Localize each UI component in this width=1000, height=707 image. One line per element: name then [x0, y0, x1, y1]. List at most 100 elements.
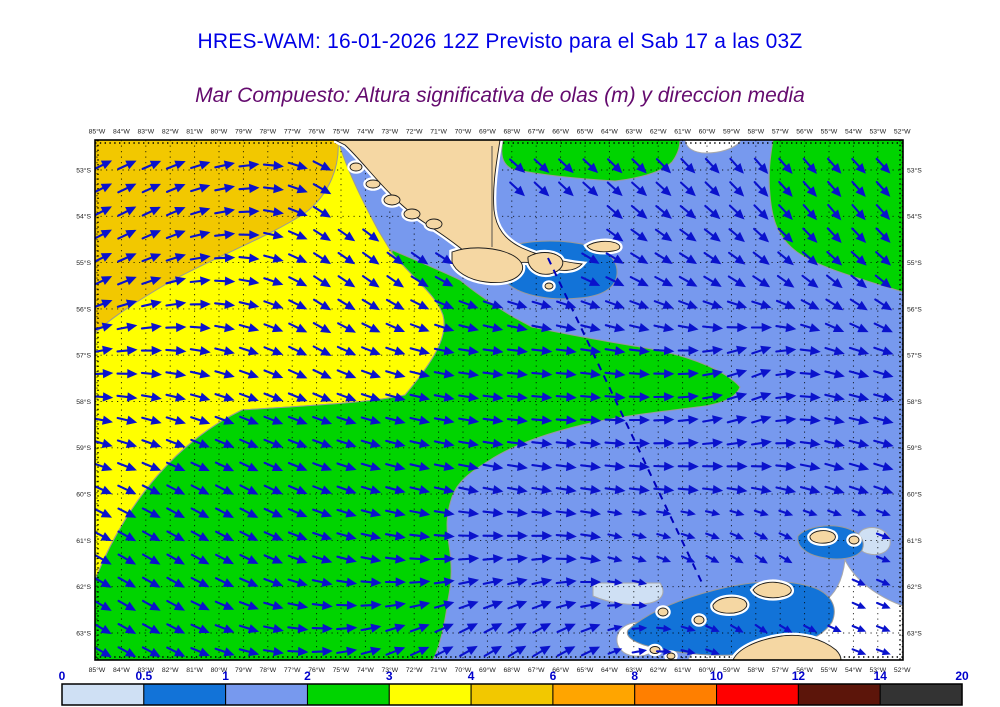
wave-direction-arrow [607, 601, 623, 609]
wave-direction-arrow [848, 346, 870, 356]
wave-direction-arrow [238, 601, 259, 610]
wave-direction-arrow [532, 623, 552, 634]
wave-direction-arrow [263, 230, 284, 240]
wave-direction-arrow [312, 322, 332, 334]
wave-direction-arrow [409, 461, 431, 472]
wave-direction-arrow [628, 369, 651, 379]
wave-direction-arrow [116, 345, 138, 356]
wave-direction-arrow [238, 206, 260, 217]
wave-direction-arrow [95, 530, 112, 542]
wave-direction-arrow [726, 415, 748, 425]
lat-label-right: 54°S [907, 213, 922, 221]
colorbar-value-label: 6 [550, 669, 557, 683]
wave-direction-arrow [754, 554, 768, 564]
wave-direction-arrow [679, 181, 696, 197]
lon-label-bottom: 65°W [577, 666, 594, 674]
wave-direction-arrow [605, 252, 624, 264]
wave-direction-arrow [778, 624, 793, 633]
wave-direction-arrow [873, 462, 894, 472]
wave-direction-arrow [385, 485, 406, 495]
lon-label-bottom: 77°W [284, 666, 301, 674]
wave-direction-arrow [851, 601, 867, 609]
wave-direction-arrow [409, 600, 431, 610]
wave-direction-arrow [117, 206, 137, 217]
wave-direction-arrow [190, 647, 210, 657]
wave-direction-arrow [507, 323, 528, 333]
wave-direction-arrow [337, 228, 356, 242]
colorbar-cell [388, 683, 472, 706]
wave-direction-arrow [287, 184, 308, 194]
lon-label-top: 75°W [333, 128, 350, 136]
wave-direction-arrow [312, 368, 332, 379]
wave-direction-arrow [750, 461, 773, 472]
lat-label-left: 55°S [76, 259, 91, 267]
wave-direction-arrow [531, 346, 553, 356]
wave-direction-arrow [630, 204, 648, 219]
lat-label-right: 61°S [907, 537, 922, 545]
forecast-track [547, 257, 704, 586]
wave-direction-arrow [580, 392, 602, 402]
wave-direction-arrow [336, 646, 358, 656]
lon-label-bottom: 63°W [625, 666, 642, 674]
wave-direction-arrow [555, 461, 577, 472]
wave-direction-arrow [360, 623, 382, 633]
wave-direction-arrow [580, 646, 601, 657]
lon-label-top: 70°W [455, 128, 472, 136]
wave-direction-arrow [752, 251, 770, 265]
wave-direction-arrow [239, 530, 259, 541]
wave-direction-arrow [141, 439, 162, 448]
wave-direction-arrow [166, 599, 186, 611]
wave-direction-arrow [190, 160, 211, 170]
wave-direction-arrow [287, 623, 309, 634]
wave-direction-arrow [629, 300, 650, 309]
wave-direction-arrow [555, 577, 577, 587]
lon-label-bottom: 71°W [430, 666, 447, 674]
wave-direction-arrow [582, 181, 599, 197]
wave-direction-arrow [263, 461, 284, 471]
land-islets-near-peninsula [649, 646, 676, 660]
lon-label-top: 65°W [577, 128, 594, 136]
colorbar-cell [306, 683, 390, 706]
wave-direction-arrow [336, 577, 358, 587]
lon-label-top: 61°W [674, 128, 691, 136]
wave-direction-arrow [190, 183, 211, 193]
wave-direction-arrow [778, 554, 793, 564]
lon-label-top: 74°W [357, 128, 374, 136]
wave-direction-arrow [677, 438, 699, 448]
wave-direction-arrow [825, 298, 844, 311]
wave-direction-arrow [850, 274, 868, 289]
wave-direction-arrow [604, 369, 626, 379]
wave-direction-arrow [214, 346, 235, 356]
lon-label-bottom: 73°W [381, 666, 398, 674]
wave-direction-arrow [117, 530, 137, 542]
wave-direction-arrow [95, 276, 113, 286]
wave-direction-arrow [116, 299, 138, 309]
wave-direction-arrow [604, 415, 626, 425]
wave-direction-arrow [311, 577, 333, 587]
wave-direction-arrow [702, 392, 723, 402]
wave-direction-arrow [483, 645, 503, 657]
wave-direction-arrow [655, 205, 672, 219]
wave-direction-arrow [873, 346, 894, 356]
wave-direction-arrow [705, 555, 720, 563]
wave-direction-arrow [702, 345, 724, 356]
wave-direction-arrow [653, 300, 674, 309]
wave-direction-arrow [288, 299, 308, 310]
wave-direction-arrow [631, 624, 648, 632]
wave-direction-arrow [360, 531, 382, 541]
wave-direction-arrow [410, 251, 429, 265]
wave-direction-arrow [458, 346, 480, 356]
wave-direction-arrow [458, 369, 480, 379]
lon-label-bottom: 72°W [406, 666, 423, 674]
wave-direction-arrow [239, 484, 259, 495]
wave-direction-arrow [531, 322, 553, 333]
wave-direction-arrow [702, 322, 724, 333]
lat-label-left: 56°S [76, 305, 91, 313]
land-isla-navarino [527, 252, 564, 275]
wave-direction-arrow [628, 346, 650, 356]
wave-direction-arrow [262, 207, 284, 217]
wave-direction-arrow [214, 600, 235, 610]
lon-label-bottom: 56°W [796, 666, 813, 674]
wave-direction-arrow [729, 157, 744, 174]
wave-direction-arrow [165, 392, 187, 402]
